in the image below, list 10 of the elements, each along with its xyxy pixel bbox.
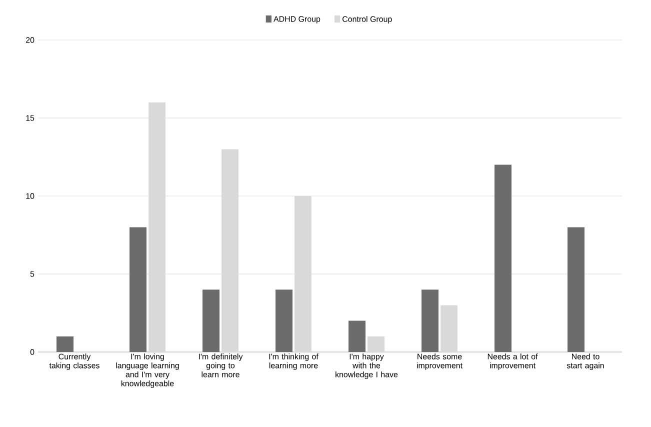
bar: [276, 290, 293, 352]
bar: [368, 336, 385, 352]
bar: [568, 227, 585, 352]
bar: [440, 305, 458, 352]
bar: [130, 227, 147, 352]
bar: [56, 336, 74, 352]
bar: [494, 164, 512, 352]
bar: [202, 290, 220, 352]
bar: [348, 320, 366, 352]
bar: [422, 290, 439, 352]
